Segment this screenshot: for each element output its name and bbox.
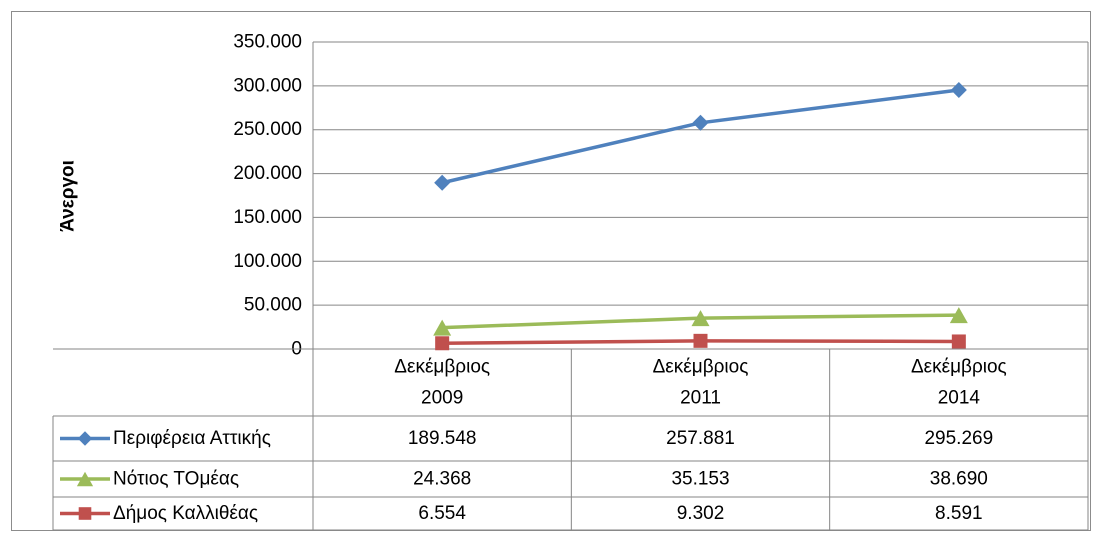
- data-table-value: 9.302: [677, 503, 725, 524]
- data-table-value: 38.690: [930, 469, 988, 490]
- data-table-value: 295.269: [924, 428, 993, 449]
- diamond-marker: [950, 82, 967, 99]
- diamond-marker: [77, 431, 93, 446]
- series-line: [441, 88, 960, 185]
- legend-label: Νότιος ΤΟμέας: [113, 469, 239, 490]
- data-table-value: 189.548: [408, 428, 477, 449]
- y-tick-label: 200.000: [233, 163, 302, 184]
- triangle-marker: [433, 319, 452, 336]
- y-tick-label: 50.000: [244, 295, 302, 316]
- category-label: 2009: [421, 388, 463, 409]
- y-tick-label: 150.000: [233, 207, 302, 228]
- legend-label: Δήμος Καλλιθέας: [113, 503, 258, 524]
- diamond-marker: [692, 114, 709, 131]
- data-table-value: 8.591: [935, 503, 983, 524]
- y-tick-label: 100.000: [233, 251, 302, 272]
- category-label: Δεκέμβριος: [911, 357, 1007, 378]
- triangle-marker: [691, 310, 710, 327]
- category-label: Δεκέμβριος: [653, 357, 749, 378]
- square-marker: [693, 333, 708, 348]
- legend-label: Περιφέρεια Αττικής: [113, 428, 271, 449]
- square-marker: [951, 334, 966, 349]
- y-axis-title: Άνεργοι: [58, 160, 79, 232]
- data-table-value: 35.153: [671, 469, 729, 490]
- triangle-marker: [949, 307, 968, 324]
- y-tick-label: 300.000: [233, 75, 302, 96]
- square-marker: [78, 507, 92, 520]
- triangle-marker: [76, 471, 94, 487]
- category-label: 2014: [938, 388, 981, 409]
- y-tick-label: 250.000: [233, 119, 302, 140]
- category-label: 2011: [680, 388, 721, 409]
- y-tick-label: 350.000: [233, 32, 302, 53]
- square-marker: [435, 336, 450, 351]
- category-label: Δεκέμβριος: [394, 357, 490, 378]
- data-table-value: 257.881: [666, 428, 735, 449]
- data-table-value: 6.554: [418, 503, 466, 524]
- diamond-marker: [434, 174, 451, 191]
- data-table-value: 24.368: [413, 469, 471, 490]
